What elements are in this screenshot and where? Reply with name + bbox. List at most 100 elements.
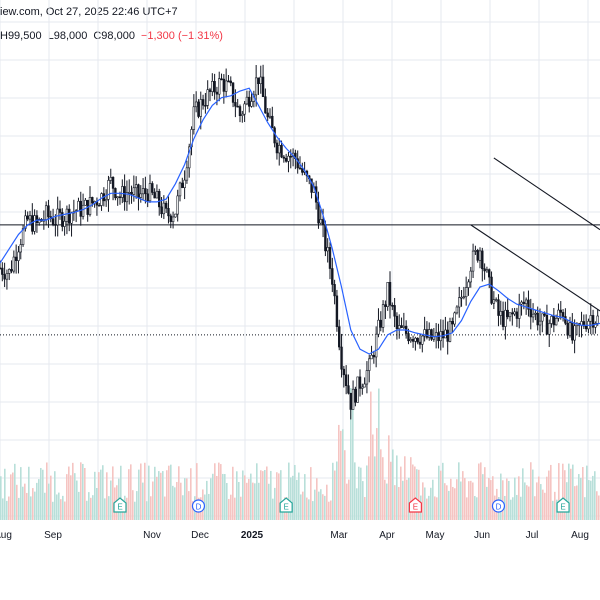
candle-up xyxy=(402,325,406,328)
ohlc-high: H99,500 xyxy=(0,30,42,42)
candle-down xyxy=(51,218,55,225)
volume-bar xyxy=(382,457,384,520)
candle-down xyxy=(160,206,163,215)
volume-bar xyxy=(110,480,112,520)
candle-down xyxy=(430,329,433,340)
candle-up xyxy=(554,318,558,326)
volume-bar xyxy=(180,482,182,520)
volume-bar xyxy=(260,470,262,520)
volume-bar xyxy=(304,474,306,520)
candle-down xyxy=(425,329,429,338)
volume-bar xyxy=(548,470,550,520)
candle-down xyxy=(301,168,304,173)
horizontal-levels xyxy=(0,224,600,336)
volume-bar xyxy=(266,466,268,520)
candle-up xyxy=(573,325,576,341)
candle-up xyxy=(524,299,528,304)
volume-bar xyxy=(142,482,144,520)
x-tick-label: 2025 xyxy=(241,530,264,541)
volume-bar xyxy=(88,492,90,520)
volume-bar xyxy=(590,480,592,520)
candle-down xyxy=(137,184,140,198)
volume-bar xyxy=(578,474,580,520)
candle-up xyxy=(155,191,159,199)
chart-header: iew.com, Oct 27, 2025 22:46 UTC+7 H99,50… xyxy=(0,0,600,48)
candle-up xyxy=(171,216,175,222)
candle-up xyxy=(5,273,9,280)
volume-histogram xyxy=(0,388,600,520)
candle-up xyxy=(178,182,182,197)
volume-bar xyxy=(302,491,304,520)
candle-down xyxy=(151,183,154,193)
volume-bar xyxy=(410,457,412,520)
candle-down xyxy=(395,315,399,330)
volume-bar xyxy=(388,435,390,520)
volume-bar xyxy=(182,495,184,520)
volume-bar xyxy=(44,492,46,520)
candle-down xyxy=(271,115,274,129)
volume-bar xyxy=(356,488,358,520)
volume-bar xyxy=(402,480,404,520)
candle-up xyxy=(534,312,537,315)
volume-bar xyxy=(480,462,482,520)
volume-bar xyxy=(38,479,40,520)
candle-up xyxy=(492,299,496,304)
candle-up xyxy=(134,184,138,189)
volume-bar xyxy=(582,467,584,520)
volume-bar xyxy=(372,434,374,520)
volume-bar xyxy=(364,497,366,520)
candle-up xyxy=(326,247,329,252)
volume-bar xyxy=(510,499,512,520)
volume-bar xyxy=(66,474,68,520)
volume-bar xyxy=(412,464,414,520)
candle-up xyxy=(589,315,592,322)
candle-up xyxy=(398,325,401,330)
candle-up xyxy=(224,80,228,92)
candle-down xyxy=(310,178,313,193)
candle-up xyxy=(356,376,359,403)
volume-bar xyxy=(536,482,538,520)
candle-up xyxy=(287,155,290,162)
volume-bar xyxy=(148,465,150,520)
candle-up xyxy=(363,383,366,388)
candle-up xyxy=(548,323,551,335)
event-marker-letter: D xyxy=(496,503,502,512)
volume-bar xyxy=(386,483,388,520)
volume-bar xyxy=(574,486,576,520)
candle-down xyxy=(229,80,232,84)
volume-bar xyxy=(418,469,420,520)
candle-down xyxy=(61,212,64,227)
volume-bar xyxy=(32,488,34,520)
candle-up xyxy=(381,304,385,328)
candle-down xyxy=(231,82,235,103)
volume-bar xyxy=(576,485,578,520)
volume-bar xyxy=(30,496,32,520)
candle-up xyxy=(596,315,599,324)
volume-bar xyxy=(36,482,38,520)
volume-bar xyxy=(336,461,338,520)
volume-bar xyxy=(240,496,242,520)
candle-down xyxy=(488,269,491,278)
x-tick-label: Mar xyxy=(330,530,348,541)
volume-bar xyxy=(212,473,214,520)
candle-up xyxy=(38,218,41,224)
volume-bar xyxy=(492,476,494,520)
volume-bar xyxy=(102,465,104,520)
volume-bar xyxy=(228,498,230,520)
candle-down xyxy=(354,388,357,403)
volume-bar xyxy=(516,494,518,520)
volume-bar xyxy=(458,462,460,520)
x-tick-label: May xyxy=(426,530,445,541)
volume-bar xyxy=(554,491,556,520)
candle-down xyxy=(298,167,302,170)
volume-bar xyxy=(230,494,232,520)
candle-up xyxy=(485,269,489,272)
candle-up xyxy=(351,388,355,410)
candle-down xyxy=(10,269,13,272)
volume-bar xyxy=(320,489,322,520)
candle-down xyxy=(289,155,292,158)
x-tick-label: Nov xyxy=(143,530,161,541)
volume-bar xyxy=(136,491,138,520)
